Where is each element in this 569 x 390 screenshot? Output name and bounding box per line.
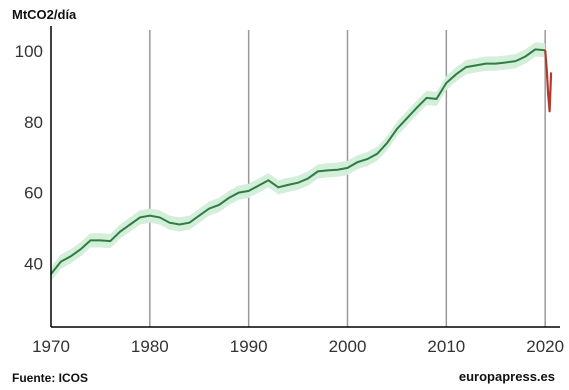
brand-logo: europapress.es [458,369,555,384]
x-tick-label-1980: 1980 [131,337,169,356]
y-tick-label-100: 100 [15,42,43,61]
x-tick-label-2000: 2000 [329,337,367,356]
y-tick-label-60: 60 [24,184,43,203]
y-tick-label-80: 80 [24,113,43,132]
x-tick-label-1970: 1970 [32,337,70,356]
y-tick-label-40: 40 [24,254,43,273]
x-tick-label-2020: 2020 [526,337,564,356]
source-note: Fuente: ICOS [12,371,89,385]
x-tick-label-2010: 2010 [427,337,465,356]
series-line-recent [544,50,553,113]
series-line-main [50,48,546,275]
x-tick-label-1990: 1990 [230,337,268,356]
y-axis-label: MtCO2/día [12,7,77,22]
uncertainty-band [51,42,546,282]
